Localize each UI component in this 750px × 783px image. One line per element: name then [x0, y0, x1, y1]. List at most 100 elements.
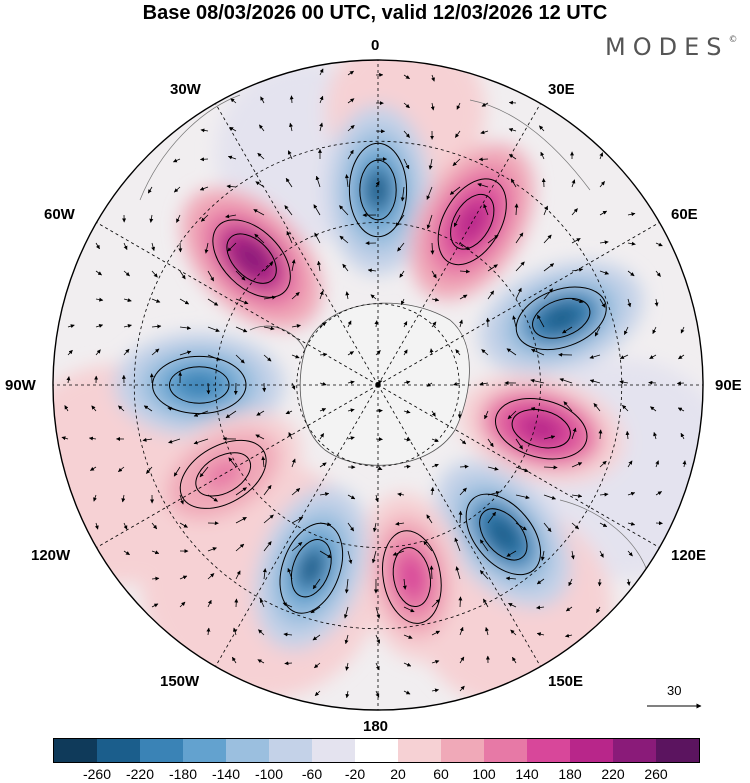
- wind-arrow: [179, 298, 190, 305]
- wind-arrow: [344, 578, 349, 594]
- lon-label-120e: 120E: [671, 547, 707, 564]
- wind-arrow: [261, 456, 266, 468]
- wind-arrow: [235, 326, 248, 333]
- wind-arrow: [118, 466, 125, 473]
- wind-arrow: [593, 403, 601, 412]
- wind-arrow: [477, 183, 489, 188]
- wind-arrow: [515, 232, 524, 244]
- colorbar-swatch: [441, 739, 484, 762]
- wind-arrow: [172, 158, 181, 163]
- colorbar-swatch: [527, 739, 570, 762]
- lon-label-90e: 90E: [715, 377, 742, 394]
- wind-arrow: [95, 297, 104, 302]
- wind-arrow: [91, 405, 97, 412]
- wind-arrow: [403, 349, 408, 356]
- continent-coast: [469, 99, 591, 191]
- wind-arrow: [649, 354, 657, 360]
- wind-arrow: [167, 406, 181, 412]
- wind-arrow: [206, 382, 211, 395]
- wind-arrow: [235, 570, 241, 580]
- wind-arrow: [207, 298, 219, 306]
- wind-arrow: [291, 516, 304, 524]
- wind-arrow: [179, 601, 186, 608]
- colorbar-tick-label: -180: [168, 766, 198, 782]
- wind-arrow: [459, 242, 471, 251]
- wind-arrow: [287, 150, 293, 160]
- wind-arrow: [95, 349, 101, 356]
- colorbar-swatch: [97, 739, 140, 762]
- wind-arrow: [487, 264, 498, 272]
- anomaly-region: [539, 303, 583, 334]
- colorbar-swatch: [613, 739, 656, 762]
- wind-arrow: [375, 690, 380, 698]
- wind-arrow: [508, 602, 517, 608]
- wind-arrow: [678, 354, 685, 360]
- wind-arrow: [655, 460, 660, 468]
- wind-arrow: [400, 298, 405, 306]
- colorbar-swatch: [656, 739, 699, 762]
- wind-arrow: [375, 606, 381, 619]
- wind-arrow: [235, 298, 249, 305]
- wind-arrow: [319, 290, 324, 300]
- wind-arrow: [599, 550, 604, 558]
- wind-arrow: [151, 522, 158, 530]
- wind-arrow: [426, 186, 433, 200]
- wind-arrow: [345, 690, 350, 699]
- wind-arrow: [512, 315, 517, 328]
- wind-arrow: [179, 350, 192, 356]
- wind-arrow: [263, 541, 272, 552]
- wind-arrow: [95, 270, 102, 276]
- wind-arrow: [225, 214, 237, 219]
- wind-arrow: [459, 294, 468, 300]
- lon-label-30w: 30W: [170, 81, 201, 98]
- peninsula-coast: [249, 325, 306, 351]
- wind-arrow: [431, 599, 440, 608]
- wind-arrow: [319, 122, 324, 132]
- wind-arrow: [291, 354, 300, 359]
- wind-arrow: [374, 320, 379, 328]
- wind-arrow: [227, 155, 237, 160]
- contour-line: [212, 219, 291, 298]
- wind-arrow: [571, 179, 576, 188]
- colorbar-swatch: [355, 739, 398, 762]
- wind-arrow: [310, 606, 321, 614]
- wind-arrow: [371, 550, 377, 564]
- wind-arrow: [627, 550, 633, 557]
- wind-arrow: [431, 410, 436, 417]
- wind-arrow: [289, 122, 293, 132]
- wind-arrow: [403, 464, 411, 469]
- wind-arrow: [319, 550, 332, 559]
- wind-arrow: [655, 491, 662, 496]
- wind-arrow: [428, 158, 433, 170]
- wind-arrow: [291, 458, 296, 468]
- wind-arrow: [403, 690, 411, 695]
- wind-arrow: [453, 381, 461, 386]
- contour-line: [195, 452, 252, 497]
- wind-arrow: [559, 378, 573, 384]
- wind-arrow: [459, 685, 465, 692]
- wind-arrow: [200, 214, 209, 222]
- wind-arrow: [260, 96, 265, 104]
- wind-arrow: [623, 326, 629, 335]
- wind-arrow: [459, 626, 464, 636]
- latitude-circle: [133, 140, 623, 630]
- wind-arrow: [285, 177, 293, 188]
- colorbar-tick-label: -260: [82, 766, 112, 782]
- wind-arrow: [599, 460, 607, 468]
- wind-arrow: [478, 157, 489, 162]
- wind-arrow: [395, 214, 405, 227]
- wind-arrow: [479, 381, 489, 386]
- wind-arrow: [207, 599, 212, 608]
- wind-arrow: [199, 466, 209, 478]
- wind-arrow: [625, 430, 630, 440]
- wind-arrow: [514, 203, 519, 216]
- wind-arrow: [151, 603, 159, 608]
- wind-arrow: [344, 174, 349, 188]
- wind-arrow: [263, 295, 277, 300]
- meridian-line: [215, 384, 379, 667]
- wind-arrow: [515, 466, 529, 473]
- wind-arrow: [61, 436, 69, 441]
- wind-arrow: [67, 324, 75, 329]
- wind-arrow: [151, 270, 158, 278]
- wind-arrow: [179, 575, 188, 580]
